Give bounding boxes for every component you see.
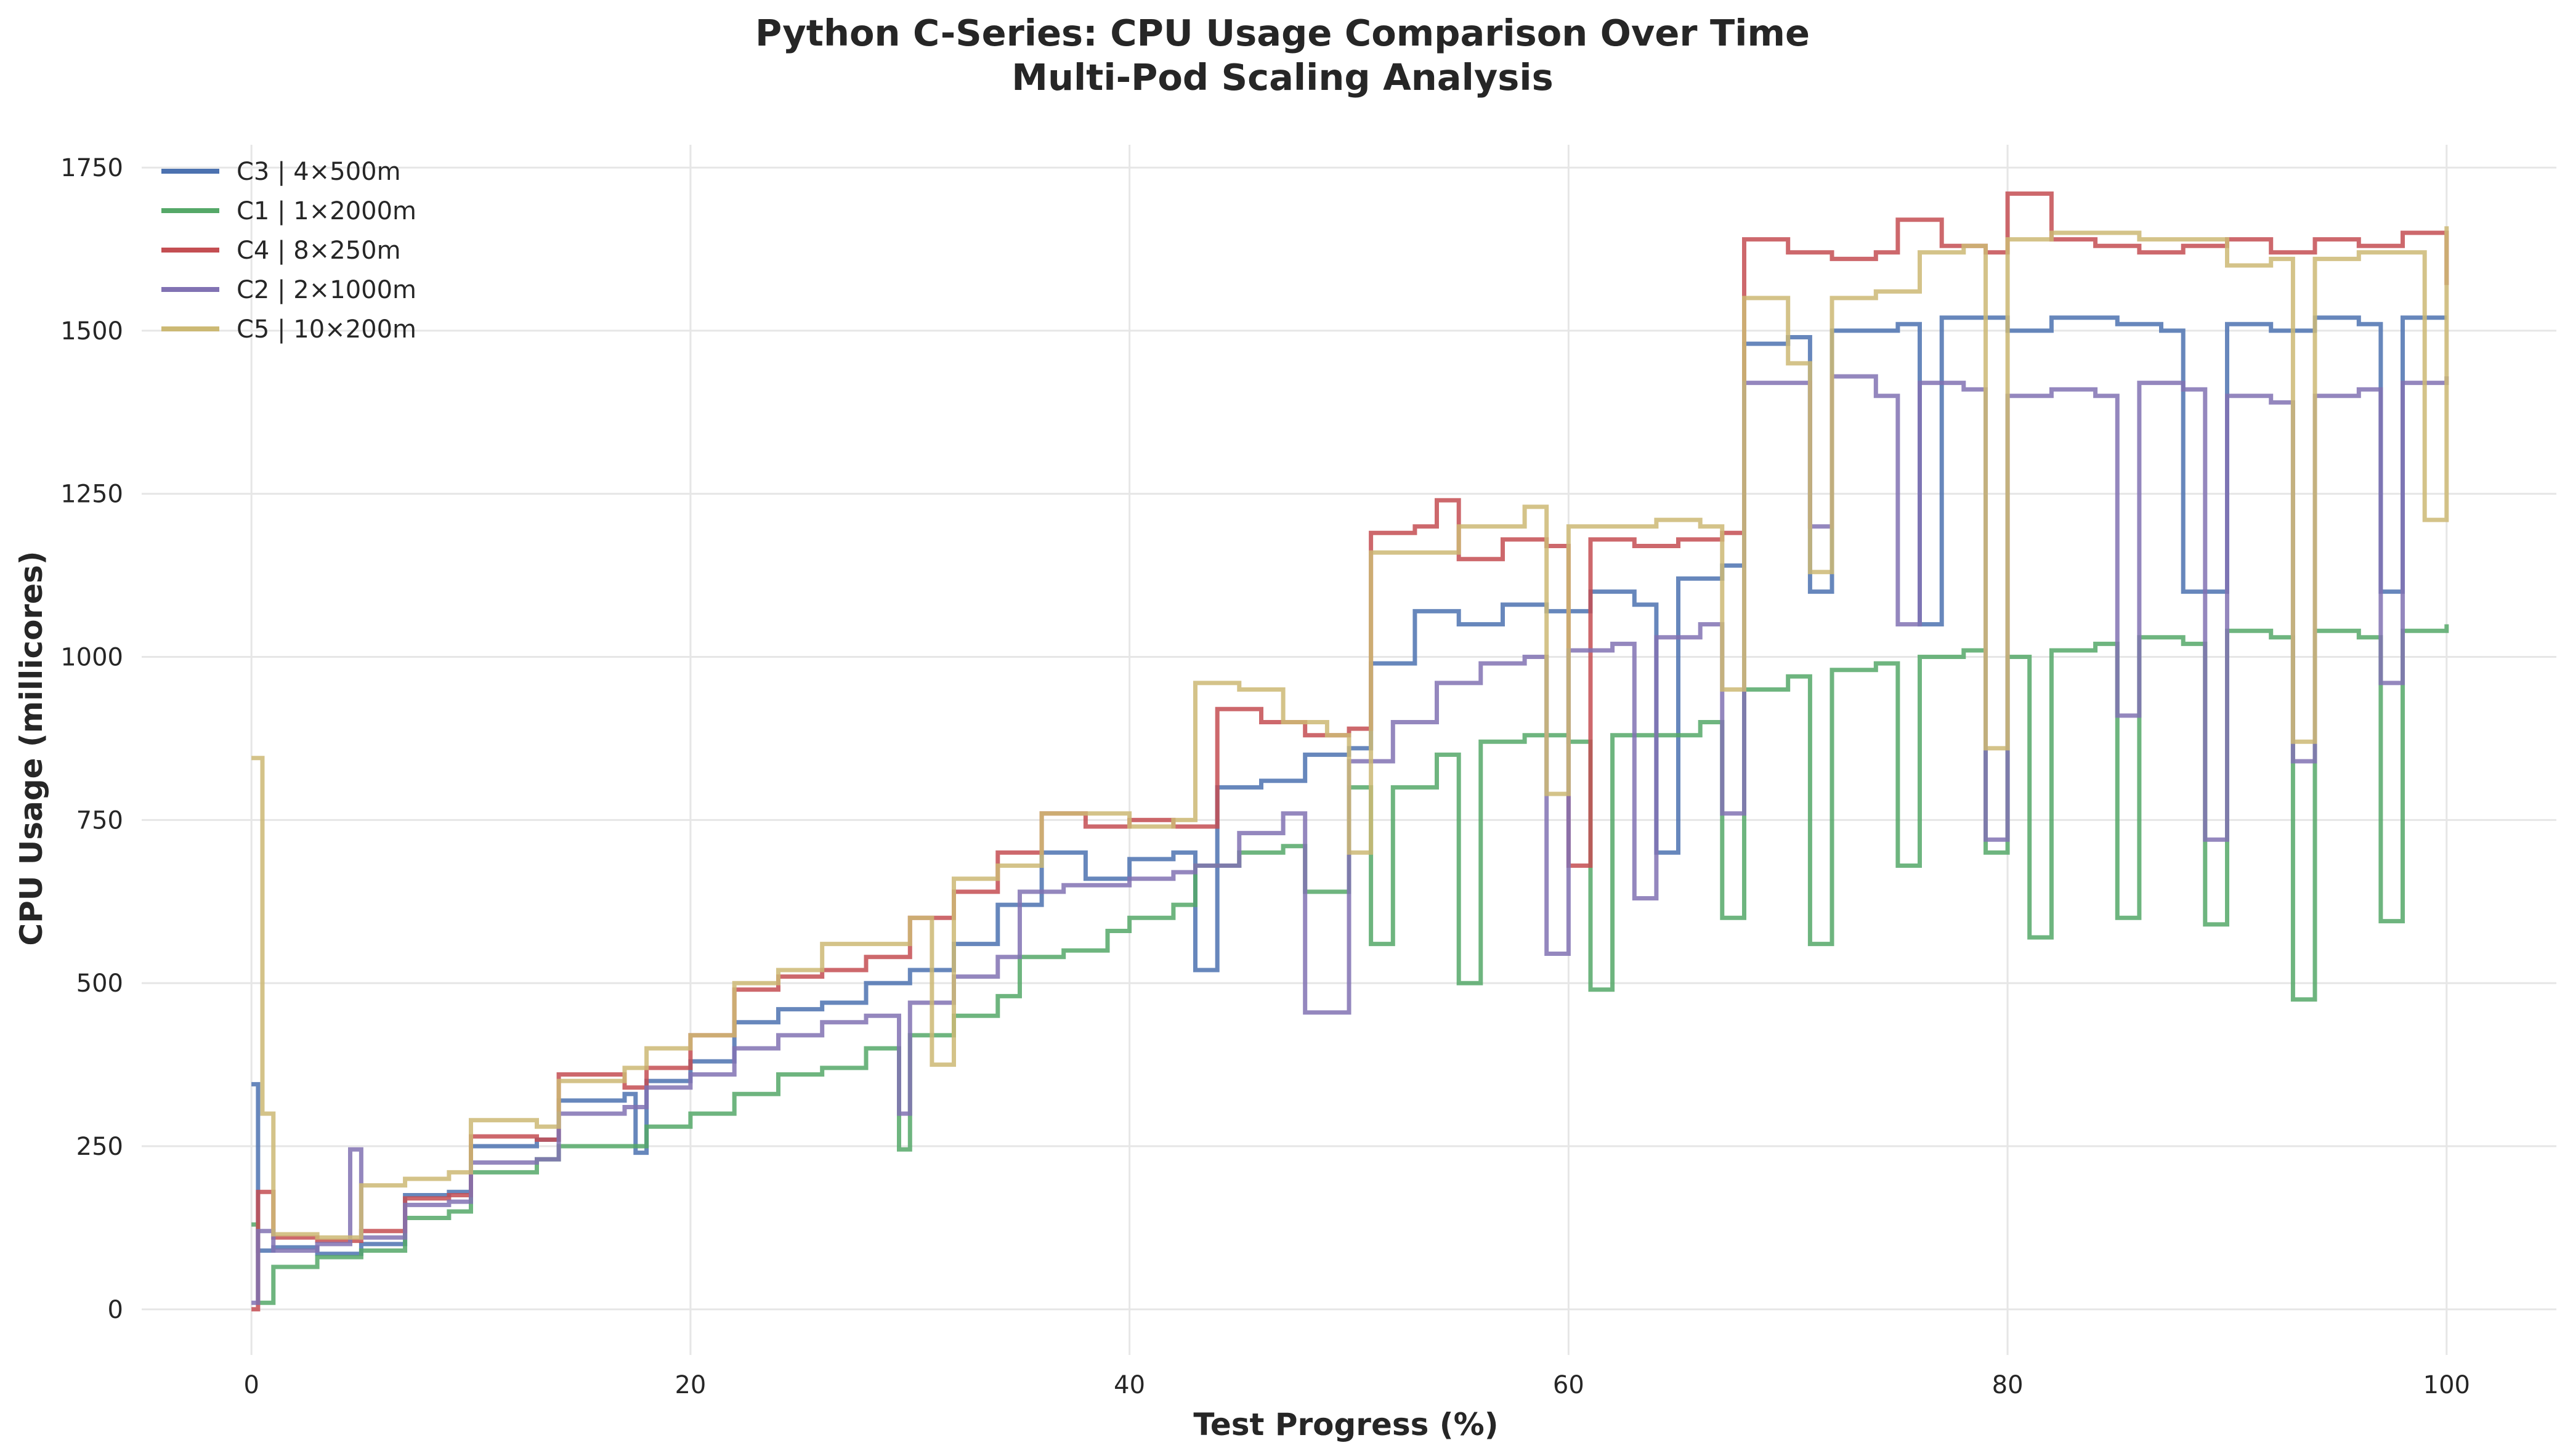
x-tick-label: 100 [2423, 1371, 2470, 1399]
x-tick-label: 20 [675, 1371, 706, 1399]
x-axis-label: Test Progress (%) [1193, 1407, 1498, 1442]
legend-label: C1 | 1×2000m [237, 197, 416, 225]
legend-label: C3 | 4×500m [237, 158, 401, 186]
x-tick-label: 40 [1114, 1371, 1145, 1399]
y-tick-label: 0 [108, 1296, 123, 1324]
y-tick-label: 750 [76, 806, 123, 835]
y-tick-label: 500 [76, 969, 123, 998]
legend-label: C2 | 2×1000m [237, 276, 416, 304]
y-tick-label: 1250 [60, 480, 123, 509]
series-lines [251, 191, 2449, 1312]
y-tick-label: 1000 [60, 644, 123, 672]
y-tick-label: 1500 [60, 317, 123, 346]
x-tick-label: 0 [243, 1371, 259, 1399]
legend-label: C4 | 8×250m [237, 237, 401, 265]
series-line-3 [251, 191, 2449, 1312]
series-line-4 [251, 374, 2449, 1305]
y-axis-label: CPU Usage (millicores) [14, 551, 49, 945]
x-tick-label: 80 [1992, 1371, 2024, 1399]
series-line-5 [251, 226, 2449, 1240]
chart-title: Python C-Series: CPU Usage Comparison Ov… [755, 12, 1810, 54]
legend: C3 | 4×500m C1 | 1×2000m C4 | 8×250m C2 | 2… [161, 158, 416, 344]
chart-title-block: Python C-Series: CPU Usage Comparison Ov… [0, 11, 2565, 100]
series-line-2 [251, 624, 2449, 1305]
x-tick-label: 60 [1553, 1371, 1584, 1399]
y-tick-label: 1750 [60, 154, 123, 182]
legend-label: C5 | 10×200m [237, 315, 416, 344]
chart-subtitle: Multi-Pod Scaling Analysis [1011, 55, 1554, 99]
y-tick-label: 250 [76, 1133, 123, 1161]
